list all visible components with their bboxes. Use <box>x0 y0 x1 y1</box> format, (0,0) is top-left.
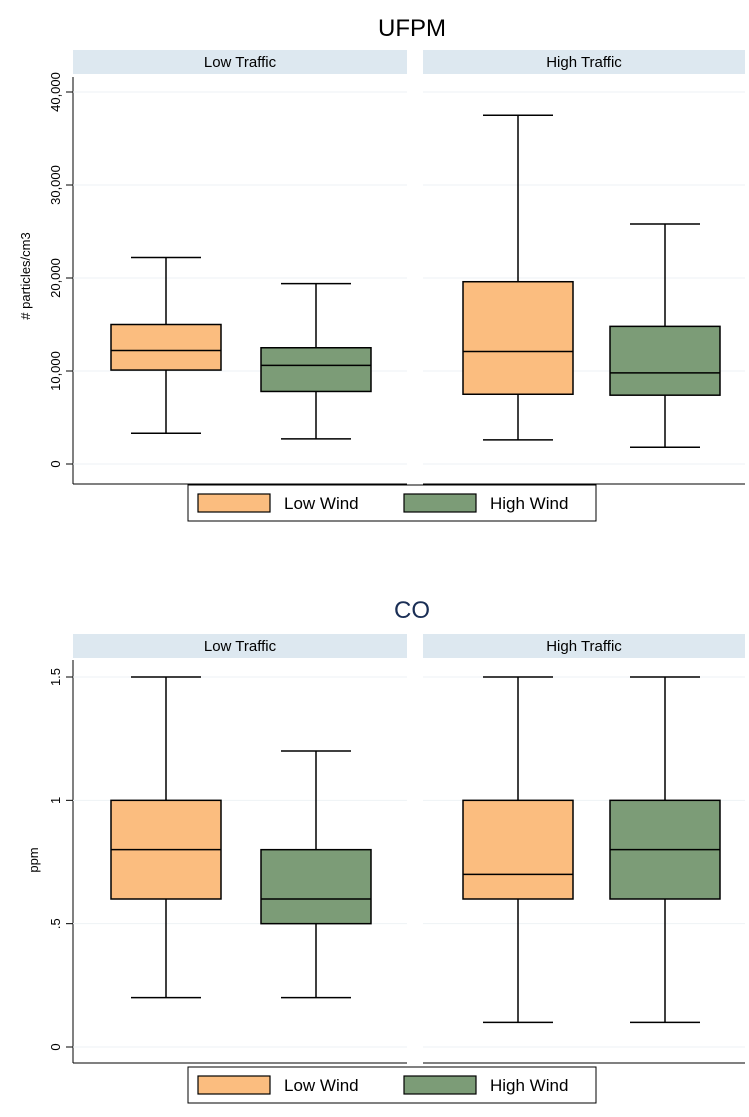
legend: Low Wind High Wind <box>187 484 597 522</box>
panel-header-label: Low Traffic <box>204 638 277 655</box>
box-body <box>462 799 574 900</box>
box-high-wind <box>609 676 721 1024</box>
panel-header-label: Low Traffic <box>204 54 277 71</box>
legend: Low Wind High Wind <box>187 1066 597 1104</box>
chart-ufpm: UFPM # particles/cm3 0 10,000 20,000 30,000 40… <box>18 15 745 522</box>
y-tick-label: 30,000 <box>48 165 63 205</box>
box-high-wind <box>260 282 372 440</box>
y-tick-label: 40,000 <box>48 72 63 112</box>
legend-label-low-wind: Low Wind <box>284 1076 359 1095</box>
y-tick-label: 10,000 <box>48 351 63 391</box>
panel-high-traffic: High Traffic <box>423 634 745 1064</box>
box-body <box>609 325 721 396</box>
legend-label-low-wind: Low Wind <box>284 494 359 513</box>
box-low-wind <box>462 676 574 1024</box>
y-tick-label: 0 <box>48 1043 63 1050</box>
legend-label-high-wind: High Wind <box>490 1076 568 1095</box>
box-low-wind <box>462 114 574 441</box>
panel-low-traffic: Low Traffic <box>73 634 407 1064</box>
box-high-wind <box>609 223 721 449</box>
panel-header <box>423 50 745 74</box>
y-tick-label: 0 <box>48 460 63 467</box>
y-axis-label: # particles/cm3 <box>18 232 33 319</box>
y-tick-label: 1 <box>48 797 63 804</box>
y-tick-label: 1.5 <box>48 668 63 686</box>
y-axis-label: ppm <box>26 847 41 872</box>
legend-label-high-wind: High Wind <box>490 494 568 513</box>
panel-high-traffic: High Traffic <box>423 50 745 485</box>
legend-swatch-high-wind <box>403 1075 477 1095</box>
chart-title: UFPM <box>378 15 446 42</box>
chart-co: CO ppm 0 .5 1 1.5 Low Traffic High Traffic Low W… <box>26 597 745 1104</box>
box-low-wind <box>110 676 222 999</box>
box-high-wind <box>260 750 372 999</box>
chart-title: CO <box>394 597 430 624</box>
panel-low-traffic: Low Traffic <box>73 50 407 485</box>
y-tick-label: .5 <box>48 918 63 929</box>
box-body <box>110 323 222 371</box>
panel-header <box>73 634 407 658</box>
panel-header <box>423 634 745 658</box>
panel-header-label: High Traffic <box>546 54 622 71</box>
legend-swatch-low-wind <box>197 493 271 513</box>
legend-swatch-high-wind <box>403 493 477 513</box>
y-tick-label: 20,000 <box>48 258 63 298</box>
legend-swatch-low-wind <box>197 1075 271 1095</box>
panel-header <box>73 50 407 74</box>
box-low-wind <box>110 256 222 435</box>
box-body <box>260 347 372 393</box>
panel-header-label: High Traffic <box>546 638 622 655</box>
box-body <box>462 280 574 395</box>
box-body <box>260 848 372 925</box>
